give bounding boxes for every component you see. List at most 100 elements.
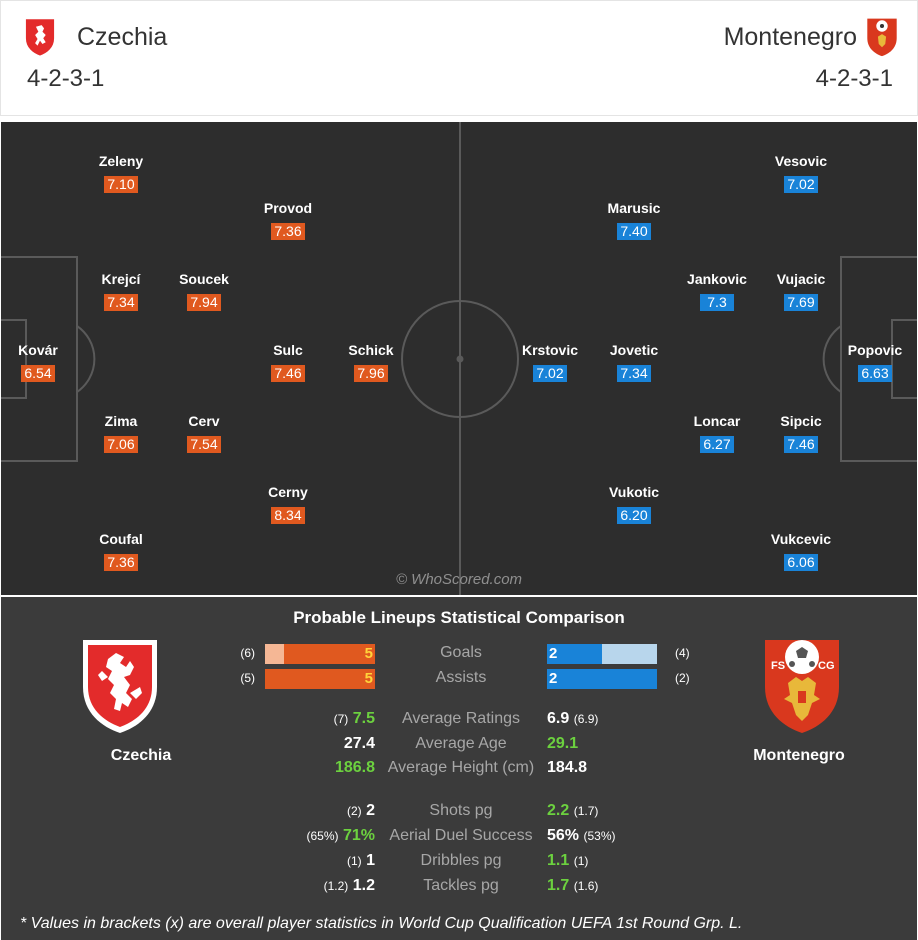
player-rating: 6.27: [700, 436, 734, 453]
away-formation: 4-2-3-1: [815, 65, 893, 92]
player-name: Soucek: [179, 271, 229, 287]
stat-row-average-ratings: (7) 7.5 Average Ratings 6.9 (6.9): [1, 710, 917, 732]
player-rating: 7.54: [187, 436, 221, 453]
away-main: 2.2: [547, 802, 570, 819]
stat-row-dribbles: (1) 1 Dribbles pg 1.1 (1): [1, 852, 917, 874]
home-prev-value: (6): [240, 646, 255, 660]
home-main: 1: [366, 852, 375, 869]
home-main: 2: [366, 802, 375, 819]
away-value: 2: [549, 645, 558, 662]
away-prev-value: (4): [675, 646, 690, 660]
player-name: Schick: [348, 342, 394, 358]
player-name: Jankovic: [687, 271, 747, 287]
away-stat: 2.2 (1.7): [547, 802, 598, 820]
svg-text:FS: FS: [771, 660, 785, 672]
player-rating: 6.06: [784, 554, 818, 571]
player-name: Vukcevic: [770, 531, 832, 547]
player-name: Sulc: [273, 342, 303, 358]
stat-label: Shots pg: [429, 802, 493, 819]
player-name: Coufal: [99, 531, 143, 547]
watermark: © WhoScored.com: [395, 571, 523, 588]
home-value: 5: [364, 645, 373, 662]
pitch: Kovár 6.54 Zeleny 7.10 Krejcí 7.34 Zima 7.06…: [1, 122, 917, 595]
home-bar: 5: [265, 669, 375, 689]
home-main: 186.8: [334, 759, 375, 776]
home-player[interactable]: Cerny 8.34: [248, 483, 328, 525]
away-player[interactable]: Vukotic 6.20: [594, 483, 674, 525]
assists-bar-row: (5) 5 Assists 2 (2): [1, 669, 917, 689]
player-name: Provod: [263, 200, 313, 216]
stat-comparison: Probable Lineups Statistical Comparison …: [1, 597, 917, 940]
away-main: 1.7: [547, 877, 570, 894]
home-main: 71%: [342, 827, 375, 844]
away-stat: 1.7 (1.6): [547, 877, 598, 895]
home-player[interactable]: Soucek 7.94: [164, 270, 244, 312]
home-player[interactable]: Cerv 7.54: [164, 412, 244, 454]
away-value: 2: [549, 670, 558, 687]
stat-label: Assists: [435, 669, 487, 686]
pitch-markings: [1, 122, 917, 595]
home-player[interactable]: Sulc 7.46: [248, 341, 328, 383]
away-player[interactable]: Popovic 6.63: [835, 341, 915, 383]
comparison-title: Probable Lineups Statistical Comparison: [293, 608, 625, 627]
away-stat: 1.1 (1): [547, 852, 588, 870]
home-stat: (1) 1: [347, 852, 375, 870]
home-player[interactable]: Zeleny 7.10: [81, 152, 161, 194]
away-player[interactable]: Vukcevic 6.06: [761, 530, 841, 572]
player-name: Krstovic: [521, 342, 579, 358]
away-sub: (1.7): [573, 804, 599, 818]
player-rating: 7.96: [354, 365, 388, 382]
stat-label: Average Ratings: [402, 710, 520, 727]
match-header: Czechia 4-2-3-1 Montenegro 4-2-3-1: [0, 0, 918, 116]
player-rating: 6.54: [21, 365, 55, 382]
away-player[interactable]: Vujacic 7.69: [761, 270, 841, 312]
stat-label: Goals: [440, 644, 482, 661]
away-sub: (53%): [583, 829, 616, 843]
home-sub: (1.2): [323, 879, 349, 893]
player-rating: 7.94: [187, 294, 221, 311]
away-player[interactable]: Krstovic 7.02: [510, 341, 590, 383]
home-player[interactable]: Kovár 6.54: [1, 341, 78, 383]
player-rating: 6.63: [858, 365, 892, 382]
away-team-label: Montenegro: [753, 747, 845, 764]
home-player[interactable]: Provod 7.36: [248, 199, 328, 241]
player-name: Cerv: [188, 413, 220, 429]
stat-label: Tackles pg: [423, 877, 499, 894]
away-main: 6.9: [547, 710, 570, 727]
player-rating: 7.02: [784, 176, 818, 193]
away-stat: 6.9 (6.9): [547, 710, 598, 728]
player-name: Zeleny: [98, 153, 144, 169]
home-player[interactable]: Krejcí 7.34: [81, 270, 161, 312]
player-name: Vesovic: [774, 153, 828, 169]
away-stat: 56% (53%): [547, 827, 616, 845]
home-player[interactable]: Schick 7.96: [331, 341, 411, 383]
home-sub: (65%): [306, 829, 339, 843]
home-sub: (1): [346, 854, 362, 868]
away-sub: (1.6): [573, 879, 599, 893]
away-player[interactable]: Sipcic 7.46: [761, 412, 841, 454]
player-rating: 7.36: [104, 554, 138, 571]
footnote: * Values in brackets (x) are overall pla…: [20, 915, 743, 932]
home-player[interactable]: Zima 7.06: [81, 412, 161, 454]
away-bar-fill: [547, 644, 602, 664]
home-bar: 5: [265, 644, 375, 664]
home-bar-fill: [265, 669, 375, 689]
home-prev-value: (5): [240, 671, 255, 685]
home-stat: (2) 2: [347, 802, 375, 820]
away-prev-value: (2): [675, 671, 690, 685]
away-player[interactable]: Jovetic 7.34: [594, 341, 674, 383]
home-value: 5: [364, 670, 373, 687]
player-rating: 7.36: [271, 223, 305, 240]
home-team-name: Czechia: [77, 23, 168, 51]
away-player[interactable]: Vesovic 7.02: [761, 152, 841, 194]
stat-row-tackles: (1.2) 1.2 Tackles pg 1.7 (1.6): [1, 877, 917, 899]
player-rating: 7.69: [784, 294, 818, 311]
home-stat: (1.2) 1.2: [324, 877, 375, 895]
away-player[interactable]: Jankovic 7.3: [677, 270, 757, 312]
home-player[interactable]: Coufal 7.36: [81, 530, 161, 572]
away-player[interactable]: Marusic 7.40: [594, 199, 674, 241]
away-player[interactable]: Loncar 6.27: [677, 412, 757, 454]
player-name: Vukotic: [608, 484, 660, 500]
away-main: 56%: [547, 827, 580, 844]
player-rating: 7.10: [104, 176, 138, 193]
